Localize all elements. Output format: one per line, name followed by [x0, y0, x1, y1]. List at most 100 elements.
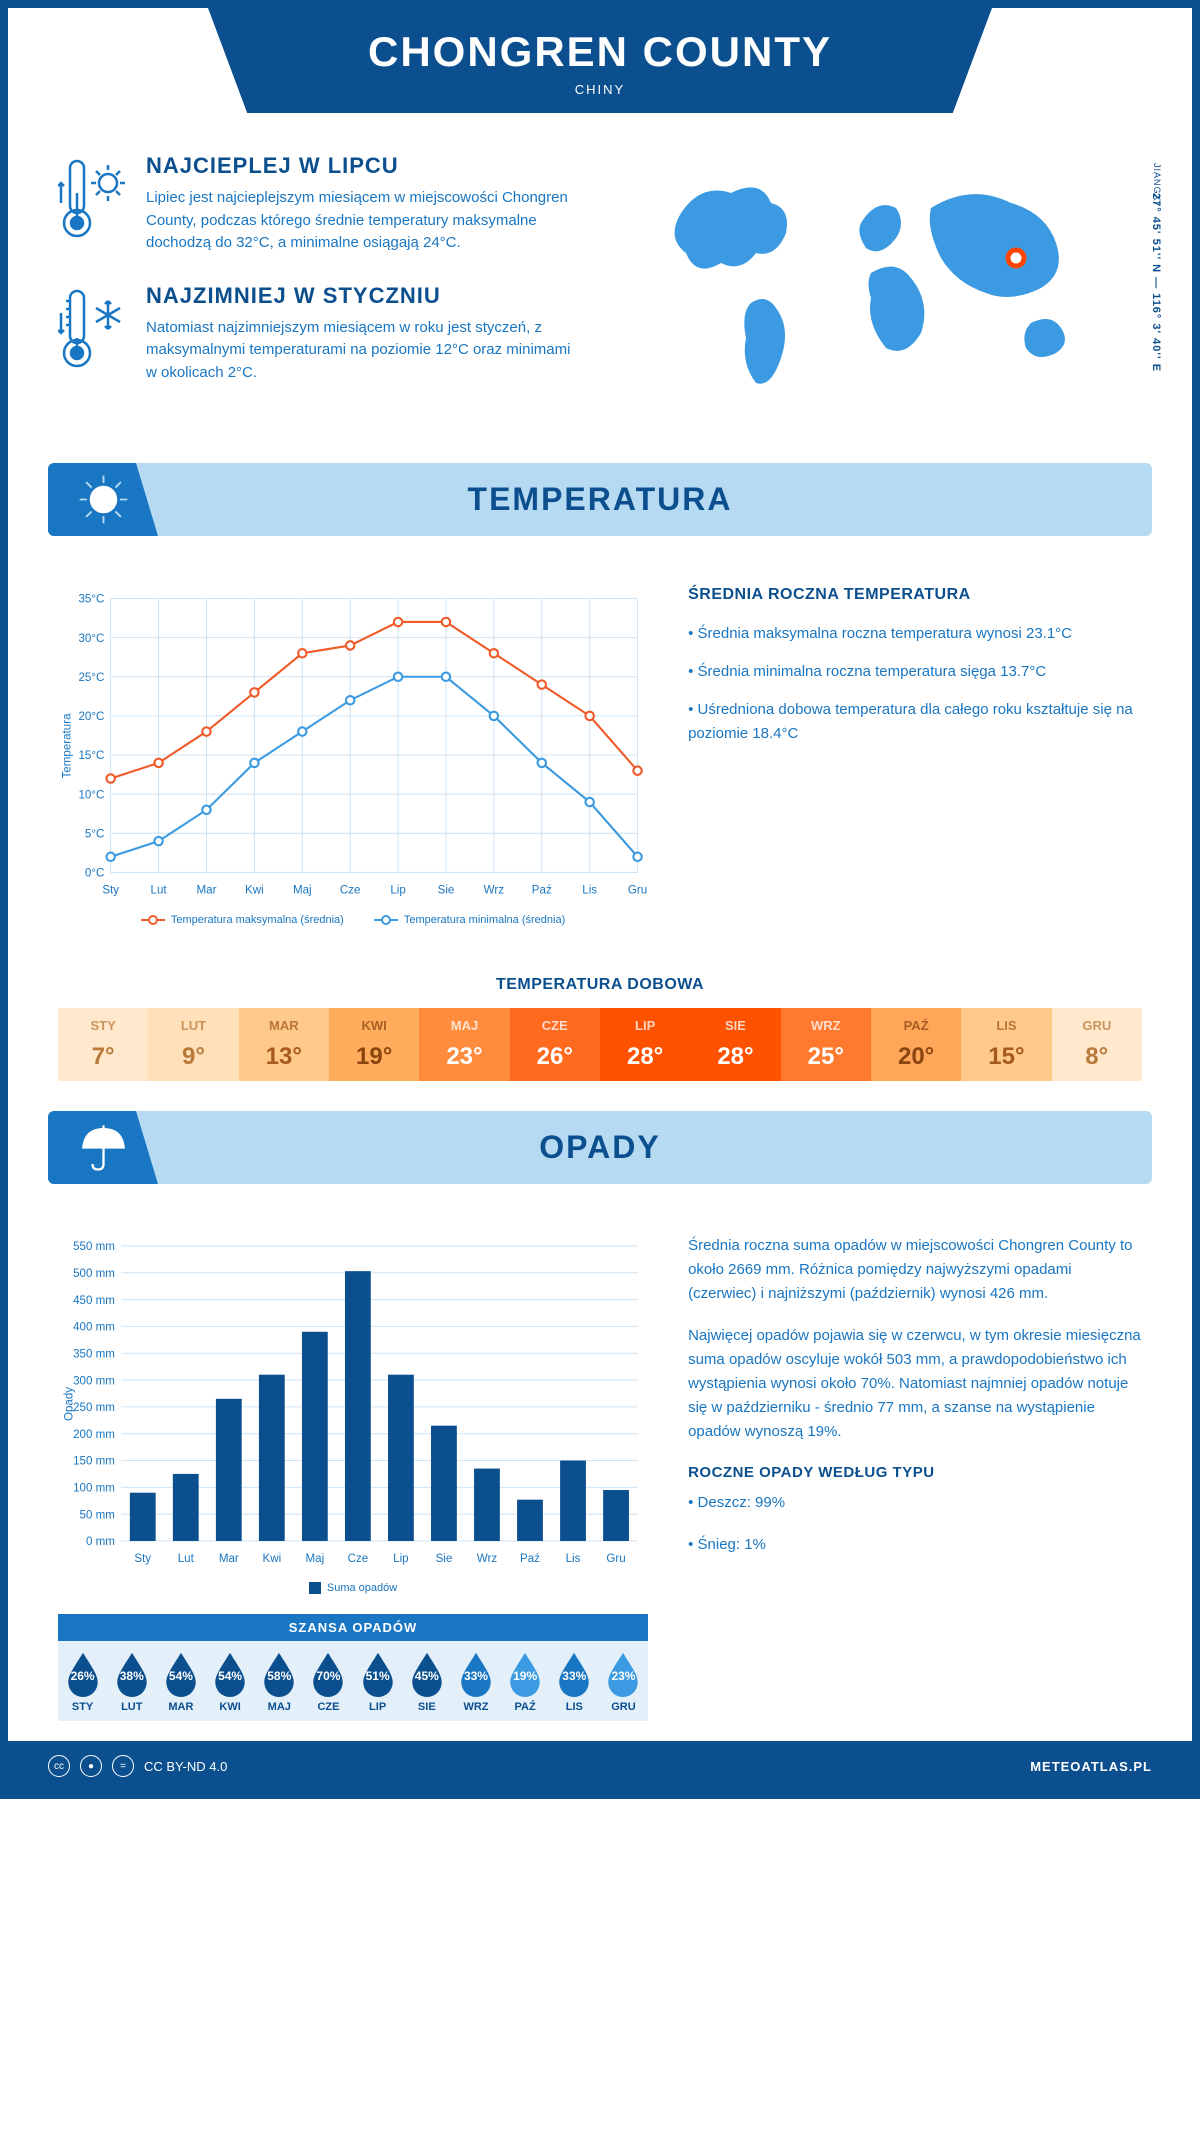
nd-icon: = — [112, 1755, 134, 1777]
svg-text:Lip: Lip — [390, 885, 405, 897]
page: CHONGREN COUNTY CHINY — [0, 0, 1200, 1799]
svg-text:50 mm: 50 mm — [80, 1509, 115, 1521]
chance-cell: 51%LIP — [353, 1641, 402, 1721]
intro-section: NAJCIEPLEJ W LIPCU Lipiec jest najcieple… — [8, 113, 1192, 443]
svg-text:100 mm: 100 mm — [73, 1483, 115, 1495]
legend-label: Temperatura minimalna (średnia) — [404, 914, 565, 926]
chance-cell: 58%MAJ — [255, 1641, 304, 1721]
svg-text:550 mm: 550 mm — [73, 1241, 115, 1253]
thermometer-sun-icon — [58, 153, 128, 255]
svg-text:350 mm: 350 mm — [73, 1348, 115, 1360]
umbrella-icon — [48, 1111, 158, 1184]
chance-cell: 33%WRZ — [451, 1641, 500, 1721]
svg-text:Kwi: Kwi — [245, 885, 264, 897]
legend-label: Temperatura maksymalna (średnia) — [171, 914, 344, 926]
svg-text:15°C: 15°C — [78, 750, 104, 762]
chance-cell: 70%CZE — [304, 1641, 353, 1721]
svg-text:35°C: 35°C — [78, 594, 104, 606]
precip-info: Średnia roczna suma opadów w miejscowośc… — [688, 1234, 1142, 1721]
svg-text:Cze: Cze — [340, 885, 361, 897]
svg-text:Sie: Sie — [436, 1553, 453, 1565]
info-point: • Średnia minimalna roczna temperatura s… — [688, 660, 1142, 684]
daily-temp-title: TEMPERATURA DOBOWA — [8, 976, 1192, 994]
svg-text:Paź: Paź — [532, 885, 552, 897]
svg-text:Kwi: Kwi — [262, 1553, 281, 1565]
sun-icon — [48, 463, 158, 536]
fact-hottest: NAJCIEPLEJ W LIPCU Lipiec jest najcieple… — [58, 153, 580, 255]
svg-text:Mar: Mar — [219, 1553, 239, 1565]
chance-cell: 54%KWI — [206, 1641, 255, 1721]
daily-cell: KWI19° — [329, 1008, 419, 1081]
svg-text:Wrz: Wrz — [477, 1553, 498, 1565]
temperature-info: ŚREDNIA ROCZNA TEMPERATURA • Średnia mak… — [688, 586, 1142, 926]
header-wrap: CHONGREN COUNTY CHINY — [8, 8, 1192, 113]
svg-text:Lut: Lut — [151, 885, 168, 897]
svg-text:Paź: Paź — [520, 1553, 540, 1565]
daily-cell: LIP28° — [600, 1008, 690, 1081]
svg-text:Lip: Lip — [393, 1553, 408, 1565]
daily-cell: GRU8° — [1052, 1008, 1142, 1081]
fact-body: NAJZIMNIEJ W STYCZNIU Natomiast najzimni… — [146, 283, 580, 385]
chance-table: SZANSA OPADÓW 26%STY38%LUT54%MAR54%KWI58… — [58, 1614, 648, 1721]
precip-type-point: • Śnieg: 1% — [688, 1533, 1142, 1557]
precip-type-point: • Deszcz: 99% — [688, 1491, 1142, 1515]
section-title: OPADY — [48, 1129, 1152, 1166]
precip-text: Najwięcej opadów pojawia się w czerwcu, … — [688, 1324, 1142, 1444]
chance-cell: 33%LIS — [550, 1641, 599, 1721]
chart-legend: Suma opadów — [58, 1582, 648, 1594]
svg-text:Maj: Maj — [306, 1553, 325, 1565]
svg-text:250 mm: 250 mm — [73, 1402, 115, 1414]
header-banner: CHONGREN COUNTY CHINY — [208, 8, 992, 113]
daily-cell: STY7° — [58, 1008, 148, 1081]
svg-text:Lut: Lut — [178, 1553, 195, 1565]
legend-item-min: Temperatura minimalna (średnia) — [374, 914, 565, 926]
coordinates: 27° 45' 51'' N — 116° 3' 40'' E — [1150, 193, 1162, 372]
svg-text:Mar: Mar — [197, 885, 217, 897]
precip-left: 0 mm50 mm100 mm150 mm200 mm250 mm300 mm3… — [58, 1234, 648, 1721]
svg-text:200 mm: 200 mm — [73, 1429, 115, 1441]
svg-text:Gru: Gru — [606, 1553, 625, 1565]
svg-text:500 mm: 500 mm — [73, 1268, 115, 1280]
daily-temp-table: STY7°LUT9°MAR13°KWI19°MAJ23°CZE26°LIP28°… — [58, 1008, 1142, 1081]
svg-text:400 mm: 400 mm — [73, 1322, 115, 1334]
license-block: cc ● = CC BY-ND 4.0 — [48, 1755, 227, 1777]
by-icon: ● — [80, 1755, 102, 1777]
daily-cell: LIS15° — [961, 1008, 1051, 1081]
svg-text:0 mm: 0 mm — [86, 1536, 115, 1548]
precip-type-title: ROCZNE OPADY WEDŁUG TYPU — [688, 1464, 1142, 1481]
chart-legend: Temperatura maksymalna (średnia) Tempera… — [58, 914, 648, 926]
svg-text:Sty: Sty — [134, 1553, 151, 1565]
fact-coldest: NAJZIMNIEJ W STYCZNIU Natomiast najzimni… — [58, 283, 580, 385]
daily-cell: SIE28° — [690, 1008, 780, 1081]
precipitation-section: 0 mm50 mm100 mm150 mm200 mm250 mm300 mm3… — [8, 1204, 1192, 1741]
svg-text:Lis: Lis — [582, 885, 597, 897]
daily-cell: WRZ25° — [781, 1008, 871, 1081]
svg-text:Cze: Cze — [348, 1553, 369, 1565]
svg-text:30°C: 30°C — [78, 633, 104, 645]
legend-item-sum: Suma opadów — [309, 1582, 397, 1594]
svg-text:25°C: 25°C — [78, 672, 104, 684]
svg-text:Lis: Lis — [566, 1553, 581, 1565]
svg-text:5°C: 5°C — [85, 829, 104, 841]
daily-cell: LUT9° — [148, 1008, 238, 1081]
temperature-section: 0°C5°C10°C15°C20°C25°C30°C35°CStyLutMarK… — [8, 556, 1192, 956]
section-title: TEMPERATURA — [48, 481, 1152, 518]
legend-item-max: Temperatura maksymalna (średnia) — [141, 914, 344, 926]
chance-cell: 38%LUT — [107, 1641, 156, 1721]
facts-column: NAJCIEPLEJ W LIPCU Lipiec jest najcieple… — [58, 153, 580, 413]
site-name: METEOATLAS.PL — [1030, 1759, 1152, 1774]
cc-icon: cc — [48, 1755, 70, 1777]
svg-text:Temperatura: Temperatura — [62, 713, 74, 779]
info-point: • Uśredniona dobowa temperatura dla całe… — [688, 698, 1142, 746]
svg-text:450 mm: 450 mm — [73, 1295, 115, 1307]
svg-text:10°C: 10°C — [78, 789, 104, 801]
chance-cell: 45%SIE — [402, 1641, 451, 1721]
svg-text:Wrz: Wrz — [484, 885, 505, 897]
svg-text:Gru: Gru — [628, 885, 647, 897]
fact-text: Natomiast najzimniejszym miesiącem w rok… — [146, 317, 580, 385]
precipitation-banner: OPADY — [48, 1111, 1152, 1184]
world-map — [620, 153, 1142, 413]
fact-title: NAJZIMNIEJ W STYCZNIU — [146, 283, 580, 309]
daily-cell: PAŹ20° — [871, 1008, 961, 1081]
daily-cell: CZE26° — [510, 1008, 600, 1081]
